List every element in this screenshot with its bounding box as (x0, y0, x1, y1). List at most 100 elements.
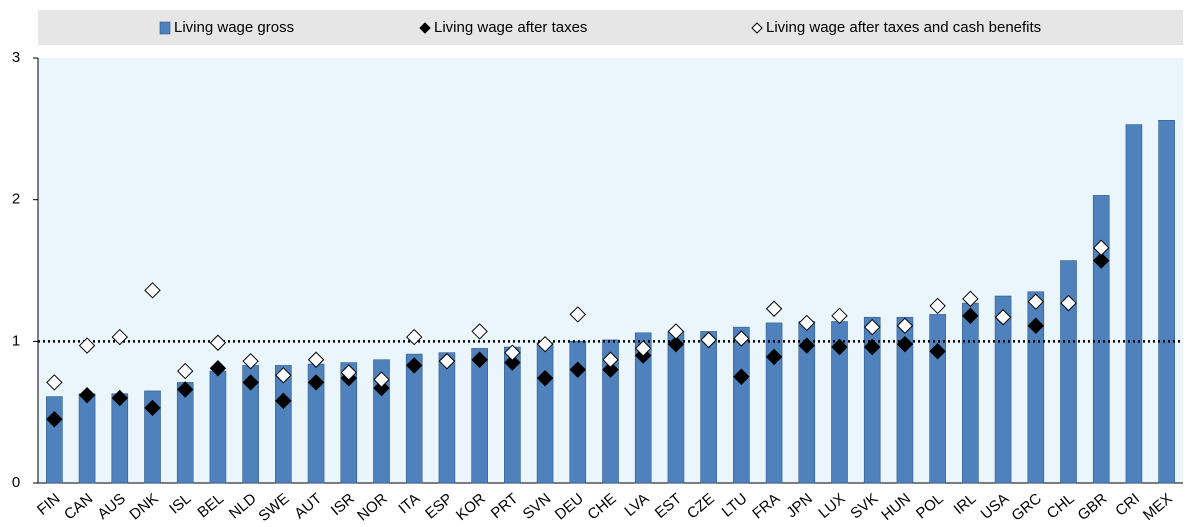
diamond-marker (1027, 317, 1044, 334)
x-tick-label: LVA (621, 490, 652, 520)
diamond-marker (307, 374, 325, 391)
x-tick-label: SWE (255, 490, 292, 525)
legend-swatch (419, 22, 431, 34)
diamond-marker (896, 335, 914, 353)
x-tick-label: POL (913, 490, 947, 522)
bar (700, 331, 717, 484)
open-diamond-marker (78, 337, 96, 354)
open-diamond-marker (504, 344, 521, 361)
x-tick-label: DEU (552, 490, 587, 523)
legend-swatch (751, 22, 763, 34)
x-tick-label: AUT (291, 490, 325, 522)
diamond-marker (111, 389, 128, 407)
legend-label: Living wage after taxes (434, 19, 587, 36)
diamond-marker (667, 335, 685, 353)
diamond-marker (569, 361, 586, 378)
x-tick-label: NLD (226, 490, 260, 522)
x-tick-label: SVN (520, 490, 555, 523)
bar (929, 314, 946, 484)
open-diamond-marker (929, 297, 946, 315)
x-tick-label: IRL (951, 490, 980, 518)
x-tick-label: DNK (126, 490, 161, 523)
legend-background (38, 10, 1183, 45)
x-tick-label: FIN (34, 490, 63, 519)
x-tick-label: GRC (1008, 490, 1045, 525)
bar (536, 342, 554, 484)
open-diamond-marker (1060, 294, 1077, 312)
bar (1060, 260, 1077, 484)
open-diamond-marker (569, 306, 586, 323)
open-diamond-marker (1093, 239, 1110, 257)
diamond-marker (177, 381, 194, 398)
bar (1092, 195, 1110, 484)
x-tick-label: CAN (61, 490, 96, 523)
diamond-marker (144, 399, 161, 417)
open-diamond-marker (765, 300, 783, 317)
diamond-marker (536, 369, 554, 387)
y-tick-label: 2 (12, 191, 20, 208)
bar (994, 295, 1012, 484)
bar (471, 348, 488, 484)
open-diamond-marker (209, 334, 227, 351)
open-diamond-marker (635, 340, 652, 357)
diamond-marker (78, 386, 96, 404)
x-tick-label: CRI (1112, 490, 1143, 520)
diamond-marker (209, 360, 227, 377)
diamond-marker (733, 368, 750, 385)
bar (569, 341, 587, 484)
bar (144, 390, 161, 484)
bar (765, 322, 783, 484)
bar (209, 370, 227, 484)
x-tick-label: KOR (453, 490, 489, 524)
open-diamond-marker (1027, 293, 1044, 310)
x-tick-label: AUS (94, 490, 129, 523)
open-diamond-marker (275, 367, 292, 384)
bar (634, 332, 652, 484)
open-diamond-marker (536, 335, 554, 353)
x-tick-label: FRA (749, 490, 783, 522)
open-diamond-marker (438, 352, 456, 370)
bar (896, 316, 914, 484)
diamond-marker (831, 338, 848, 356)
bar (1158, 120, 1175, 484)
x-tick-label: GBR (1075, 490, 1111, 524)
bar (667, 331, 685, 484)
open-diamond-marker (602, 351, 619, 368)
open-diamond-marker (700, 331, 717, 349)
open-diamond-marker (962, 290, 979, 308)
x-tick-label: ISL (166, 490, 194, 517)
x-tick-label: CZE (684, 490, 718, 522)
open-diamond-marker (831, 307, 848, 325)
y-tick-label: 0 (12, 474, 20, 491)
open-diamond-marker (373, 371, 390, 388)
diamond-marker (798, 337, 815, 354)
bar (275, 365, 292, 484)
x-tick-label: HUN (878, 490, 914, 524)
x-tick-label: PRT (488, 490, 522, 522)
bar (863, 316, 881, 484)
diamond-marker (765, 348, 783, 366)
x-tick-label: LTU (719, 490, 751, 521)
bar (46, 396, 63, 484)
x-tick-label: ISR (328, 490, 358, 519)
x-tick-label: NOR (354, 490, 391, 525)
diamond-marker (504, 354, 521, 371)
open-diamond-marker (340, 364, 357, 381)
open-diamond-marker (896, 317, 914, 334)
diamond-marker (406, 357, 423, 374)
bar (962, 302, 979, 484)
open-diamond-marker (307, 351, 325, 368)
open-diamond-marker (864, 318, 881, 336)
diamond-marker (1093, 252, 1110, 269)
x-tick-label: BEL (194, 490, 227, 521)
bar (733, 326, 750, 484)
x-tick-label: LUX (815, 490, 848, 522)
diamond-marker (962, 307, 979, 325)
x-tick-label: CHL (1044, 490, 1078, 522)
diamond-marker (864, 338, 881, 356)
open-diamond-marker (242, 352, 259, 370)
bar (340, 362, 358, 484)
diamond-marker (373, 379, 390, 397)
x-tick-label: CHE (584, 490, 619, 523)
